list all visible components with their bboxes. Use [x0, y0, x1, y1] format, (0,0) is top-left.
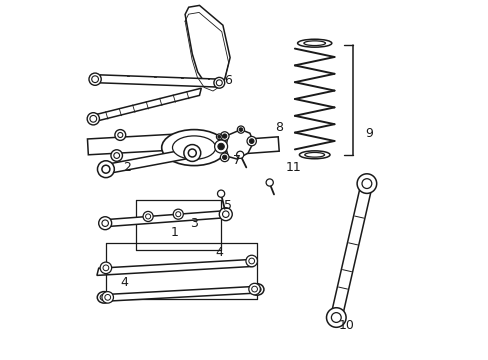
Circle shape	[248, 283, 260, 295]
Text: 6: 6	[224, 75, 232, 87]
Polygon shape	[105, 148, 193, 174]
Text: 11: 11	[285, 161, 300, 174]
Text: 4: 4	[120, 276, 127, 289]
Circle shape	[218, 143, 224, 150]
Circle shape	[145, 214, 150, 219]
Text: 1: 1	[170, 226, 178, 239]
Polygon shape	[91, 88, 201, 122]
Circle shape	[100, 262, 111, 274]
Circle shape	[220, 153, 228, 162]
Ellipse shape	[97, 292, 111, 303]
Circle shape	[220, 132, 228, 140]
Circle shape	[92, 76, 98, 82]
Polygon shape	[330, 182, 372, 319]
Polygon shape	[227, 137, 279, 155]
Text: 9: 9	[364, 127, 372, 140]
Circle shape	[251, 286, 257, 292]
Circle shape	[118, 132, 122, 138]
Circle shape	[89, 73, 101, 85]
Circle shape	[326, 308, 346, 327]
Circle shape	[331, 312, 341, 323]
Circle shape	[97, 161, 114, 177]
Circle shape	[102, 220, 108, 226]
Ellipse shape	[172, 136, 215, 159]
Circle shape	[237, 126, 244, 133]
Circle shape	[213, 77, 224, 88]
Circle shape	[236, 151, 244, 158]
Circle shape	[102, 292, 113, 303]
Circle shape	[143, 211, 153, 221]
Ellipse shape	[100, 294, 108, 301]
Polygon shape	[225, 130, 253, 159]
Circle shape	[90, 116, 97, 122]
Circle shape	[114, 153, 120, 158]
Text: 4: 4	[215, 246, 223, 258]
Circle shape	[87, 113, 99, 125]
Circle shape	[188, 149, 196, 157]
Text: 7: 7	[233, 154, 241, 167]
Circle shape	[175, 212, 181, 217]
Circle shape	[111, 150, 122, 161]
Ellipse shape	[304, 153, 324, 157]
Circle shape	[104, 294, 110, 300]
Circle shape	[173, 209, 183, 219]
Circle shape	[214, 140, 227, 153]
Circle shape	[248, 258, 254, 264]
Circle shape	[249, 139, 254, 143]
Circle shape	[361, 179, 371, 189]
Text: 8: 8	[274, 121, 282, 134]
Circle shape	[115, 130, 125, 140]
Circle shape	[216, 134, 222, 140]
Polygon shape	[99, 75, 221, 87]
Circle shape	[222, 134, 226, 138]
Polygon shape	[104, 211, 226, 227]
Polygon shape	[97, 259, 255, 275]
Ellipse shape	[253, 286, 261, 293]
Circle shape	[219, 208, 232, 221]
Circle shape	[216, 80, 222, 86]
Circle shape	[99, 217, 111, 230]
Circle shape	[103, 265, 108, 271]
Circle shape	[218, 135, 220, 138]
Polygon shape	[87, 134, 173, 155]
Ellipse shape	[303, 41, 325, 45]
Polygon shape	[185, 5, 230, 86]
Ellipse shape	[162, 130, 226, 166]
Ellipse shape	[297, 39, 331, 47]
Ellipse shape	[250, 284, 264, 295]
Circle shape	[183, 145, 200, 161]
Circle shape	[222, 155, 226, 159]
Text: 2: 2	[123, 161, 131, 174]
Circle shape	[239, 128, 242, 131]
Ellipse shape	[299, 151, 329, 159]
Circle shape	[356, 174, 376, 193]
Circle shape	[222, 211, 228, 217]
Text: 3: 3	[190, 217, 198, 230]
Polygon shape	[104, 286, 258, 301]
Text: 5: 5	[224, 199, 232, 212]
Circle shape	[246, 136, 256, 146]
Circle shape	[217, 190, 224, 197]
Circle shape	[245, 255, 257, 267]
Text: 10: 10	[339, 319, 354, 332]
Circle shape	[102, 165, 110, 173]
Circle shape	[265, 179, 273, 186]
